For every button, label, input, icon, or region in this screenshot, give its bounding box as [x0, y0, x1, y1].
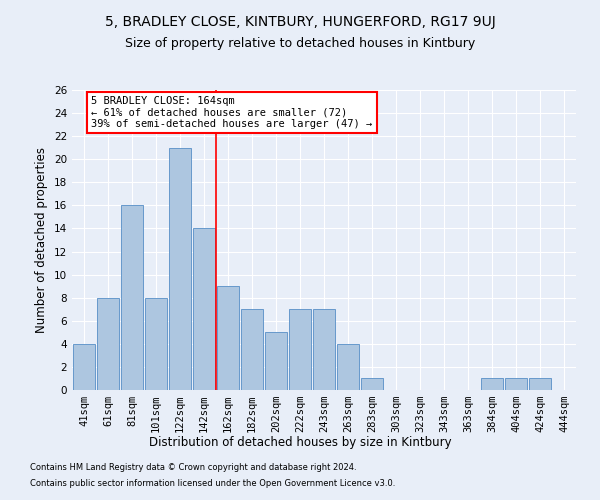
Bar [265, 332, 287, 390]
Text: Contains public sector information licensed under the Open Government Licence v3: Contains public sector information licen… [30, 478, 395, 488]
Bar [145, 298, 167, 390]
Bar [169, 148, 191, 390]
Bar [481, 378, 503, 390]
Bar [505, 378, 527, 390]
Bar [241, 309, 263, 390]
Bar [313, 309, 335, 390]
Bar [217, 286, 239, 390]
Text: 5, BRADLEY CLOSE, KINTBURY, HUNGERFORD, RG17 9UJ: 5, BRADLEY CLOSE, KINTBURY, HUNGERFORD, … [104, 15, 496, 29]
Bar [337, 344, 359, 390]
Y-axis label: Number of detached properties: Number of detached properties [35, 147, 49, 333]
Bar [121, 206, 143, 390]
Bar [361, 378, 383, 390]
Text: Distribution of detached houses by size in Kintbury: Distribution of detached houses by size … [149, 436, 451, 449]
Text: Size of property relative to detached houses in Kintbury: Size of property relative to detached ho… [125, 38, 475, 51]
Bar [73, 344, 95, 390]
Text: Contains HM Land Registry data © Crown copyright and database right 2024.: Contains HM Land Registry data © Crown c… [30, 464, 356, 472]
Bar [529, 378, 551, 390]
Bar [289, 309, 311, 390]
Bar [193, 228, 215, 390]
Text: 5 BRADLEY CLOSE: 164sqm
← 61% of detached houses are smaller (72)
39% of semi-de: 5 BRADLEY CLOSE: 164sqm ← 61% of detache… [91, 96, 373, 129]
Bar [97, 298, 119, 390]
